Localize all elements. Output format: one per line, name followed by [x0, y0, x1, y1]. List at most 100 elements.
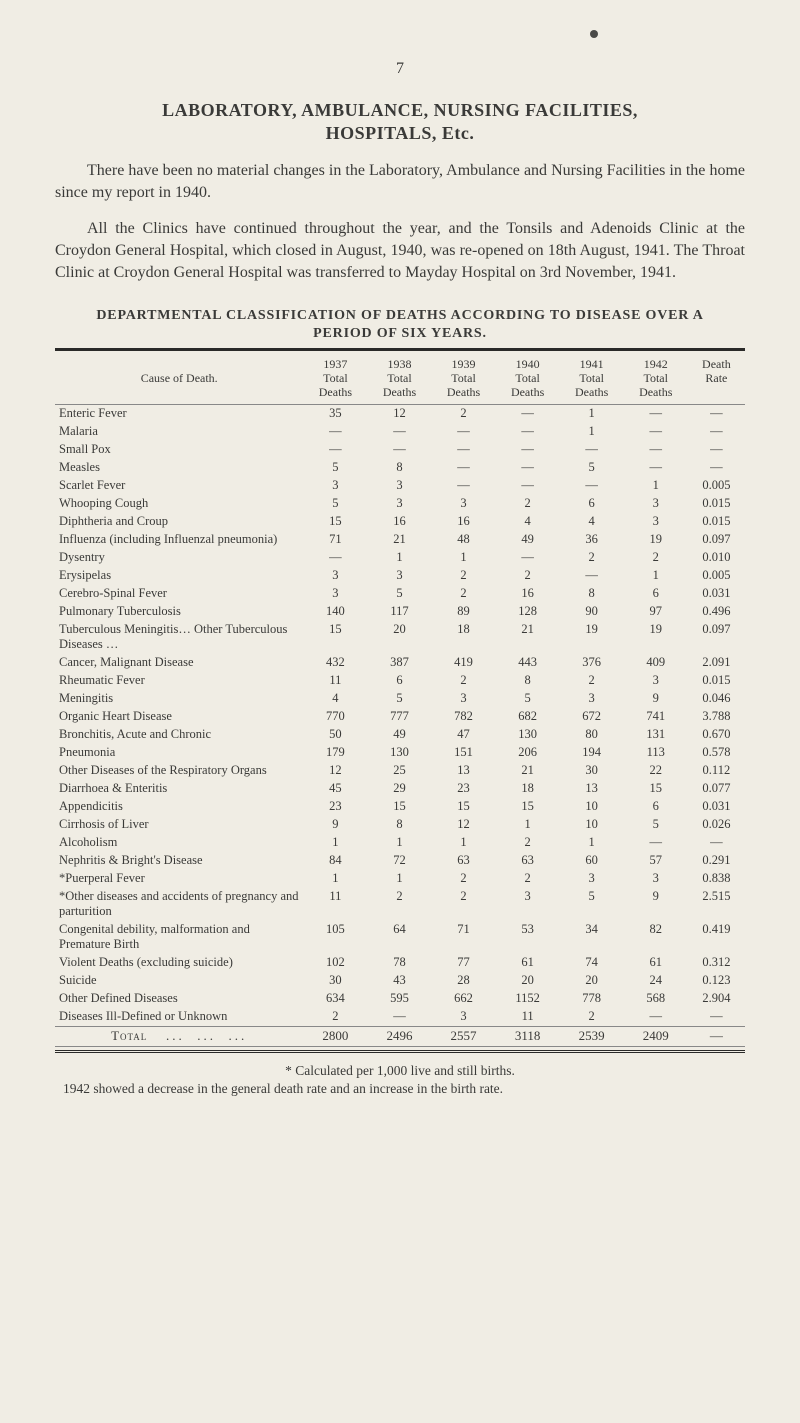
value-cell: 130 — [367, 744, 431, 762]
cause-cell: Malaria — [55, 423, 303, 441]
value-cell: 102 — [303, 954, 367, 972]
value-cell: 74 — [560, 954, 624, 972]
value-cell: — — [624, 1008, 688, 1027]
total-cell: 2496 — [367, 1026, 431, 1046]
value-cell: 47 — [432, 726, 496, 744]
header-year-1937: 1937Total Deaths — [303, 354, 367, 404]
value-cell: 117 — [367, 603, 431, 621]
value-cell: 128 — [496, 603, 560, 621]
value-cell: 4 — [496, 513, 560, 531]
value-cell: 64 — [367, 921, 431, 954]
cause-cell: Cancer, Malignant Disease — [55, 654, 303, 672]
value-cell: 2 — [496, 567, 560, 585]
value-cell: 21 — [496, 762, 560, 780]
value-cell: 72 — [367, 852, 431, 870]
value-cell: — — [688, 423, 745, 441]
value-cell: 25 — [367, 762, 431, 780]
value-cell: 2 — [303, 1008, 367, 1027]
value-cell: 2.515 — [688, 888, 745, 921]
value-cell: 1 — [367, 834, 431, 852]
heading-line2: HOSPITALS, Etc. — [55, 123, 745, 144]
value-cell: 2 — [432, 888, 496, 921]
value-cell: 9 — [624, 690, 688, 708]
value-cell: 2 — [624, 549, 688, 567]
value-cell: 376 — [560, 654, 624, 672]
value-cell: 5 — [560, 888, 624, 921]
value-cell: 3 — [624, 672, 688, 690]
value-cell: 206 — [496, 744, 560, 762]
table-row: Erysipelas3322—10.005 — [55, 567, 745, 585]
value-cell: 60 — [560, 852, 624, 870]
value-cell: 130 — [496, 726, 560, 744]
cause-cell: Small Pox — [55, 441, 303, 459]
value-cell: 61 — [624, 954, 688, 972]
value-cell: 15 — [624, 780, 688, 798]
table-row: Scarlet Fever33———10.005 — [55, 477, 745, 495]
value-cell: — — [496, 477, 560, 495]
value-cell: 2 — [496, 495, 560, 513]
value-cell: 419 — [432, 654, 496, 672]
total-cell: 2800 — [303, 1026, 367, 1046]
value-cell: 3 — [432, 1008, 496, 1027]
value-cell: 0.015 — [688, 495, 745, 513]
value-cell: — — [303, 441, 367, 459]
value-cell: 741 — [624, 708, 688, 726]
value-cell: 432 — [303, 654, 367, 672]
value-cell: 568 — [624, 990, 688, 1008]
table-row: Influenza (including Influenzal pneumoni… — [55, 531, 745, 549]
section-title-line1: DEPARTMENTAL CLASSIFICATION OF DEATHS AC… — [55, 308, 745, 324]
value-cell: 19 — [560, 621, 624, 654]
value-cell: 782 — [432, 708, 496, 726]
value-cell: 0.026 — [688, 816, 745, 834]
page-number: 7 — [55, 60, 745, 78]
value-cell: 443 — [496, 654, 560, 672]
table-bottom-rule — [55, 1046, 745, 1053]
value-cell: 13 — [432, 762, 496, 780]
value-cell: 49 — [367, 726, 431, 744]
table-row: Congenital debility, malformation and Pr… — [55, 921, 745, 954]
cause-cell: Meningitis — [55, 690, 303, 708]
value-cell: 0.031 — [688, 585, 745, 603]
value-cell: 43 — [367, 972, 431, 990]
value-cell: 23 — [303, 798, 367, 816]
value-cell: 22 — [624, 762, 688, 780]
page: 7 LABORATORY, AMBULANCE, NURSING FACILIT… — [0, 0, 800, 1423]
value-cell: 15 — [432, 798, 496, 816]
table-row: Tuberculous Meningitis… Other Tuberculou… — [55, 621, 745, 654]
value-cell: 0.419 — [688, 921, 745, 954]
value-cell: 36 — [560, 531, 624, 549]
value-cell: 5 — [624, 816, 688, 834]
value-cell: 2.904 — [688, 990, 745, 1008]
footnote-line1: * Calculated per 1,000 live and still bi… — [55, 1063, 745, 1079]
value-cell: 1 — [303, 870, 367, 888]
value-cell: 10 — [560, 798, 624, 816]
cause-cell: *Other diseases and accidents of pregnan… — [55, 888, 303, 921]
table-row: Diseases Ill-Defined or Unknown2—3112—— — [55, 1008, 745, 1027]
value-cell: 0.046 — [688, 690, 745, 708]
value-cell: 15 — [367, 798, 431, 816]
table-row: Violent Deaths (excluding suicide)102787… — [55, 954, 745, 972]
value-cell: 11 — [303, 888, 367, 921]
value-cell: 20 — [367, 621, 431, 654]
cause-cell: Suicide — [55, 972, 303, 990]
value-cell: 16 — [367, 513, 431, 531]
value-cell: 8 — [496, 672, 560, 690]
value-cell: 113 — [624, 744, 688, 762]
value-cell: 6 — [367, 672, 431, 690]
value-cell: — — [560, 441, 624, 459]
cause-cell: Pulmonary Tuberculosis — [55, 603, 303, 621]
table-row: Appendicitis231515151060.031 — [55, 798, 745, 816]
value-cell: — — [688, 459, 745, 477]
value-cell: 1152 — [496, 990, 560, 1008]
value-cell: 12 — [303, 762, 367, 780]
value-cell: 140 — [303, 603, 367, 621]
value-cell: 23 — [432, 780, 496, 798]
total-cell: — — [688, 1026, 745, 1046]
value-cell: 12 — [367, 404, 431, 423]
cause-cell: Tuberculous Meningitis… Other Tuberculou… — [55, 621, 303, 654]
value-cell: — — [432, 441, 496, 459]
value-cell: 1 — [560, 834, 624, 852]
value-cell: — — [496, 459, 560, 477]
value-cell: — — [432, 477, 496, 495]
table-top-rule — [55, 348, 745, 351]
